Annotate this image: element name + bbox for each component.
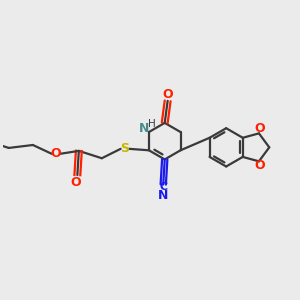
Text: O: O xyxy=(254,159,265,172)
Text: N: N xyxy=(138,122,149,135)
Text: O: O xyxy=(254,122,265,135)
Text: S: S xyxy=(120,142,129,155)
Text: O: O xyxy=(70,176,81,189)
Text: O: O xyxy=(162,88,173,101)
Text: O: O xyxy=(51,147,61,160)
Text: C: C xyxy=(159,182,167,192)
Text: N: N xyxy=(158,189,168,202)
Text: H: H xyxy=(148,119,156,129)
